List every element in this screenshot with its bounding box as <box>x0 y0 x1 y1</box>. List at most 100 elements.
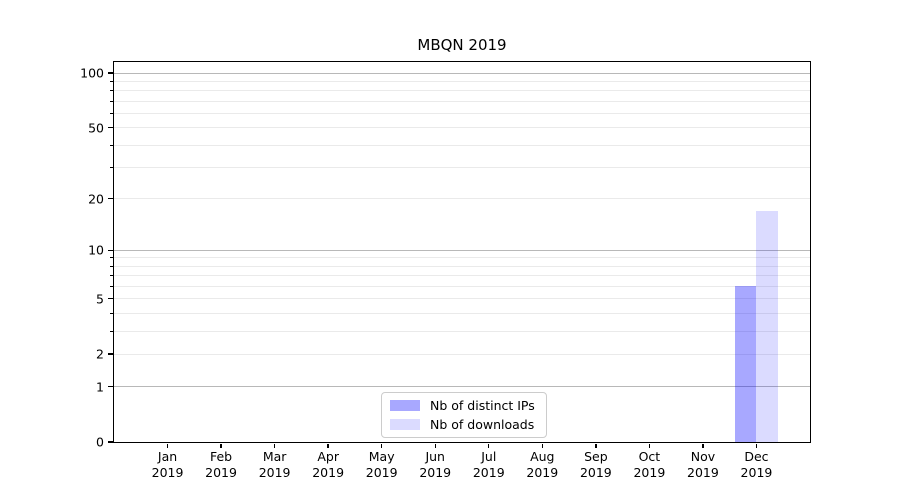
x-tick-year: 2019 <box>205 465 237 481</box>
legend-swatch-downloads <box>390 419 420 430</box>
minor-gridline <box>114 127 810 129</box>
legend-label-distinct-ips: Nb of distinct IPs <box>430 398 535 413</box>
minor-gridline <box>114 80 810 82</box>
minor-gridline <box>114 353 810 355</box>
y-minor-tick <box>110 330 113 332</box>
major-gridline <box>114 72 810 74</box>
x-tick-label: Jun 2019 <box>419 449 451 482</box>
minor-gridline <box>114 285 810 287</box>
plot-area: Nb of distinct IPs Nb of downloads 0 1 2 5 1… <box>80 61 811 480</box>
y-minor-tick <box>110 100 113 102</box>
x-tick-month: Jan <box>157 449 178 464</box>
legend-item-distinct-ips: Nb of distinct IPs <box>390 398 535 413</box>
legend: Nb of distinct IPs Nb of downloads <box>381 392 547 438</box>
minor-gridline <box>114 90 810 92</box>
y-tick-label: 0 <box>96 434 104 450</box>
x-tick <box>220 443 222 448</box>
y-tick <box>108 249 113 251</box>
y-tick-label: 100 <box>80 65 104 81</box>
x-tick <box>166 443 169 448</box>
y-tick <box>108 353 113 355</box>
x-tick-label: May 2019 <box>366 449 398 482</box>
x-tick-month: Mar <box>262 449 287 464</box>
y-tick <box>108 441 113 443</box>
legend-item-downloads: Nb of downloads <box>390 417 535 432</box>
x-tick-year: 2019 <box>312 465 345 481</box>
x-tick-year: 2019 <box>472 465 505 481</box>
x-tick-month: Feb <box>209 449 233 464</box>
x-tick-month: Sep <box>584 449 608 464</box>
x-tick <box>541 443 543 448</box>
y-minor-tick <box>110 275 113 277</box>
y-minor-tick <box>110 285 113 287</box>
x-tick <box>327 443 329 448</box>
y-minor-tick <box>110 80 113 82</box>
x-tick-month: Dec <box>744 449 769 464</box>
minor-gridline <box>114 275 810 277</box>
bar-distinct-ips <box>734 286 757 442</box>
x-tick-year: 2019 <box>419 465 452 481</box>
x-tick-year: 2019 <box>579 465 612 481</box>
x-tick <box>273 443 276 448</box>
major-gridline <box>114 249 810 251</box>
x-tick-month: May <box>368 449 395 464</box>
y-minor-tick <box>110 90 113 92</box>
x-tick <box>488 443 490 448</box>
minor-gridline <box>114 312 810 314</box>
y-tick-label: 1 <box>96 379 104 395</box>
y-tick <box>108 385 113 388</box>
y-tick <box>108 298 113 300</box>
x-tick <box>434 443 436 448</box>
minor-gridline <box>114 166 810 168</box>
y-minor-tick <box>110 112 113 114</box>
x-tick <box>595 443 597 448</box>
minor-gridline <box>114 100 810 102</box>
minor-gridline <box>114 265 810 267</box>
x-tick <box>702 443 704 448</box>
y-tick-label: 2 <box>96 346 104 362</box>
x-tick-label: Dec 2019 <box>741 449 773 482</box>
x-tick-label: Apr 2019 <box>312 449 344 482</box>
x-tick-month: Aug <box>530 449 555 464</box>
bar-downloads <box>756 210 778 442</box>
minor-gridline <box>114 298 810 300</box>
y-minor-tick <box>110 257 113 259</box>
y-minor-tick <box>110 166 113 168</box>
y-minor-tick <box>110 265 113 267</box>
y-tick-label: 5 <box>96 291 104 307</box>
x-tick-year: 2019 <box>526 465 559 481</box>
x-tick-year: 2019 <box>151 465 184 481</box>
x-tick-label: Mar 2019 <box>259 449 291 482</box>
x-tick-year: 2019 <box>740 465 773 481</box>
x-tick-label: Jul 2019 <box>473 449 505 482</box>
y-minor-tick <box>110 144 113 146</box>
x-tick <box>648 443 651 448</box>
x-tick-year: 2019 <box>687 465 719 481</box>
y-tick-label: 10 <box>88 242 104 258</box>
x-tick-label: Feb 2019 <box>205 449 237 482</box>
x-tick <box>380 443 383 448</box>
x-tick <box>755 443 758 448</box>
x-tick-month: Jul <box>481 449 497 464</box>
y-tick <box>108 72 113 74</box>
x-tick-month: Jun <box>425 449 445 464</box>
x-tick-label: Aug 2019 <box>526 449 558 482</box>
minor-gridline <box>114 257 810 259</box>
x-tick-month: Oct <box>638 449 661 464</box>
y-tick-label: 20 <box>88 191 104 207</box>
y-tick <box>108 126 113 129</box>
x-tick-year: 2019 <box>633 465 666 481</box>
major-gridline <box>114 386 810 388</box>
x-tick-year: 2019 <box>258 465 291 481</box>
x-tick-label: Oct 2019 <box>633 449 665 482</box>
minor-gridline <box>114 144 810 146</box>
minor-gridline <box>114 112 810 114</box>
x-tick-month: Apr <box>317 449 339 464</box>
legend-label-downloads: Nb of downloads <box>430 417 535 432</box>
x-tick-label: Sep 2019 <box>580 449 612 482</box>
y-minor-tick <box>110 312 113 314</box>
y-tick <box>108 197 113 200</box>
x-tick-label: Nov 2019 <box>687 449 719 482</box>
minor-gridline <box>114 198 810 200</box>
